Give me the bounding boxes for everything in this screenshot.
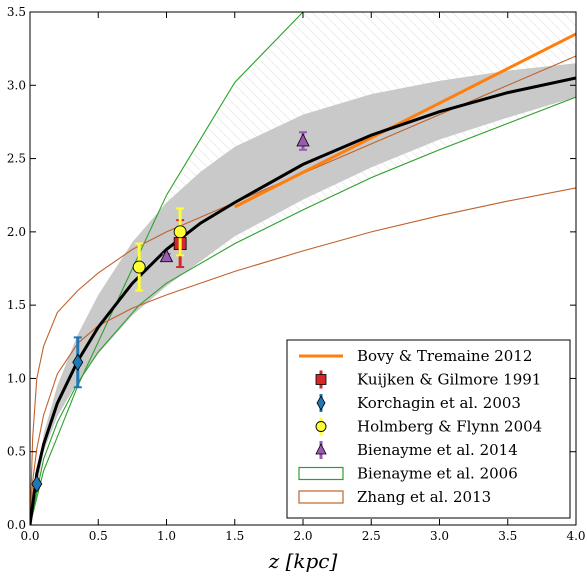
holmberg-flynn-2004-point [173,225,187,239]
legend-swatch-holmberg-flynn-2004 [315,421,327,432]
bienayme-et-al-2006-upper-line [30,12,576,525]
y-tick-label: 3.0 [7,78,26,92]
legend-swatch-korchagin-et-al-2003 [316,395,326,411]
x-tick-label: 1.0 [157,529,176,543]
korchagin-et-al-2003-point [72,353,84,372]
bienayme-et-al-2014-point [159,248,174,263]
legend-swatch-bienayme-et-al-2014 [315,443,327,455]
y-tick-label: 2.0 [7,225,26,239]
axis-ticks: 0.0 0.5 1.0 1.5 2.0 2.5 3.0 3.5 4.0 0.0 0.5 1.0 1.5 2… [7,5,586,543]
legend-label-bienayme-et-al-2014: Bienayme et al. 2014 [357,441,518,459]
legend-label-zhang-et-al-2013: Zhang et al. 2013 [357,488,491,506]
y-tick-label: 0.5 [7,445,26,459]
legend-label-bienayme-et-al-2006: Bienayme et al. 2006 [357,465,518,483]
legend-swatch-bienayme-et-al-2006 [298,466,344,481]
plot-area [30,12,576,525]
legend-swatch-kuijken-gilmore-1991 [315,374,327,385]
y-tick-label: 1.5 [7,298,26,312]
y-tick-label: 2.5 [7,152,26,166]
zhang-et-al-2013-upper-line [30,55,576,525]
x-tick-label: 4.0 [566,529,585,543]
legend: Bovy & Tremaine 2012 Kuijken & Gilmore 19… [286,339,571,519]
legend-label-bovy-tremaine-2012: Bovy & Tremaine 2012 [357,347,532,365]
x-tick-label: 2.0 [293,529,312,543]
zhang-et-al-2013-lower-line [30,187,576,525]
holmberg-flynn-2004-point [132,260,146,274]
x-tick-label: 2.5 [362,529,381,543]
bienayme-et-al-2014-point [296,133,310,147]
y-tick-label: 3.5 [7,5,26,19]
x-tick-label: 0.0 [20,529,39,543]
x-axis-label: z [kpc] [268,549,338,573]
korchagin-et-al-2003-point [31,475,43,493]
bienayme-et-al-2006-lower-line [30,96,576,525]
x-tick-label: 0.5 [89,529,108,543]
bovy-tremaine-2012-line [234,32,576,209]
legend-label-korchagin-et-al-2003: Korchagin et al. 2003 [357,394,521,412]
x-tick-label: 1.5 [225,529,244,543]
x-tick-label: 3.0 [430,529,449,543]
x-tick-label: 3.5 [498,529,517,543]
legend-box [286,339,571,519]
uncertainty-band [30,63,576,525]
bienayme-2006-region [30,12,576,525]
y-tick-label: 0.0 [7,518,26,532]
legend-label-holmberg-flynn-2004: Holmberg & Flynn 2004 [357,418,542,436]
y-tick-label: 1.0 [7,371,26,385]
legend-label-kuijken-gilmore-1991: Kuijken & Gilmore 1991 [357,371,541,389]
legend-swatch-zhang-et-al-2013 [298,490,344,504]
